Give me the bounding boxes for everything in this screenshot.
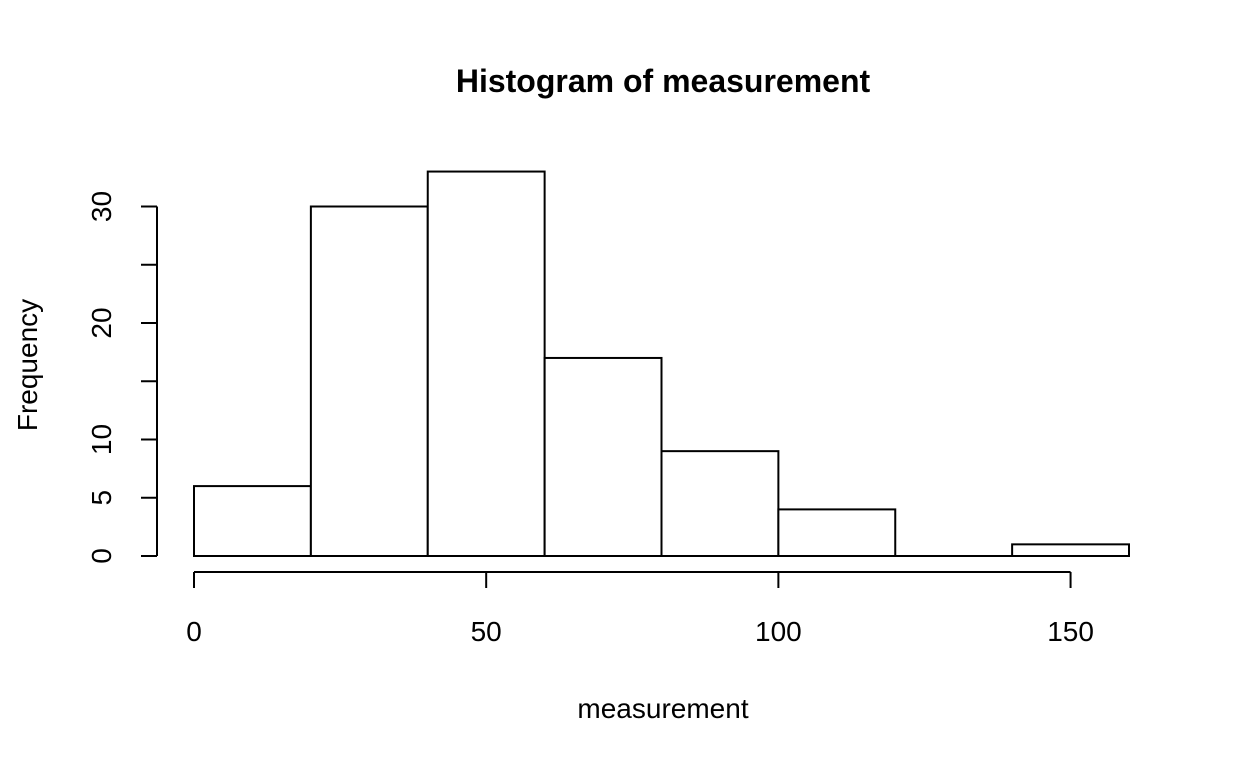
y-tick-label: 0 [86, 548, 117, 564]
x-axis: 0 50 100 150 [186, 571, 1094, 647]
histogram-bar [777, 508, 897, 557]
x-tick-label: 100 [755, 616, 802, 647]
x-tick-label: 0 [186, 616, 202, 647]
y-tick-label: 5 [86, 490, 117, 506]
bars-group [193, 170, 1130, 558]
histogram-bar [543, 356, 663, 558]
y-axis-label: Frequency [12, 299, 43, 431]
y-tick-label: 10 [86, 424, 117, 455]
histogram-bar [1011, 543, 1130, 557]
y-tick-label: 30 [86, 191, 117, 222]
chart-title: Histogram of measurement [456, 63, 871, 99]
histogram-bar [660, 450, 780, 557]
y-tick-label: 20 [86, 307, 117, 338]
x-tick-label: 50 [471, 616, 502, 647]
y-axis: 0 5 10 20 30 [86, 191, 158, 564]
histogram-bar [193, 485, 312, 558]
histogram-bar [309, 205, 429, 557]
x-axis-label: measurement [577, 693, 748, 724]
histogram-bar [426, 170, 546, 558]
x-tick-label: 150 [1047, 616, 1094, 647]
